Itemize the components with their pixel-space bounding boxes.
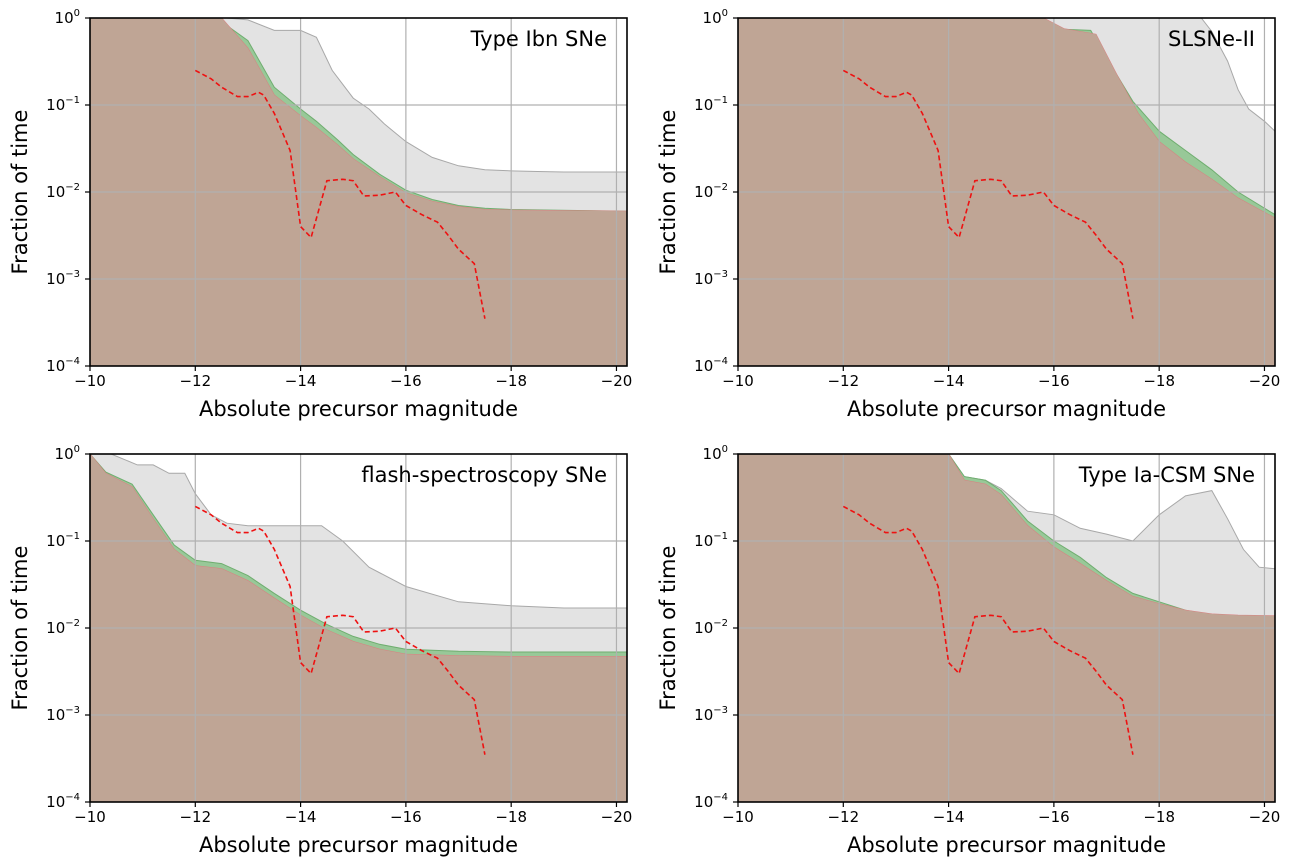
x-tick-label: −16 <box>390 808 422 826</box>
y-tick-label: 100 <box>703 444 728 463</box>
x-axis-label: Absolute precursor magnitude <box>199 833 518 857</box>
y-tick-label: 10−2 <box>694 182 728 201</box>
x-tick-label: −14 <box>933 372 965 390</box>
y-tick-label: 100 <box>55 444 80 463</box>
chart-panel-2: −10 −12 −14 −16 −18 −20 10−4 10−3 10−2 10−1 100 Abs… <box>656 8 1280 421</box>
chart-panel-4: −10 −12 −14 −16 −18 −20 10−4 10−3 10−2 10−1 100 Abs… <box>656 444 1280 857</box>
x-tick-label: −18 <box>495 808 527 826</box>
x-tick-label: −20 <box>601 808 633 826</box>
x-tick-label: −12 <box>827 372 859 390</box>
y-tick-label: 10−2 <box>46 618 80 637</box>
dashed-series-line <box>842 505 1134 755</box>
y-tick-label: 10−2 <box>46 182 80 201</box>
x-tick-label: −10 <box>74 372 106 390</box>
x-tick-label: −10 <box>722 808 754 826</box>
x-tick-label: −18 <box>495 372 527 390</box>
x-tick-label: −20 <box>1249 372 1281 390</box>
x-tick-label: −20 <box>1249 808 1281 826</box>
x-axis-label: Absolute precursor magnitude <box>847 397 1166 421</box>
y-tick-label: 10−1 <box>46 95 80 114</box>
x-tick-label: −14 <box>933 808 965 826</box>
x-tick-label: −16 <box>390 372 422 390</box>
x-tick-label: −12 <box>827 808 859 826</box>
y-tick-label: 10−3 <box>46 269 80 288</box>
x-tick-label: −16 <box>1038 372 1070 390</box>
y-tick-label: 10−3 <box>694 269 728 288</box>
y-tick-label: 10−3 <box>694 705 728 724</box>
x-tick-label: −10 <box>74 808 106 826</box>
x-axis-label: Absolute precursor magnitude <box>199 397 518 421</box>
dashed-series-line <box>194 69 486 319</box>
x-tick-label: −16 <box>1038 808 1070 826</box>
y-tick-label: 10−4 <box>46 792 80 811</box>
x-tick-label: −18 <box>1143 372 1175 390</box>
y-tick-label: 100 <box>55 8 80 27</box>
chart-panel-3: −10 −12 −14 −16 −18 −20 10−4 10−3 10−2 10−1 100 Abs… <box>8 444 632 857</box>
y-tick-label: 10−2 <box>694 618 728 637</box>
x-tick-label: −12 <box>179 372 211 390</box>
y-tick-label: 10−4 <box>694 356 728 375</box>
x-tick-label: −18 <box>1143 808 1175 826</box>
dashed-series-line <box>842 69 1134 319</box>
x-tick-label: −12 <box>179 808 211 826</box>
y-axis-label: Fraction of time <box>656 546 680 711</box>
panel-title: SLSNe-II <box>1168 27 1255 51</box>
panel-title: flash-spectroscopy SNe <box>361 463 607 487</box>
y-tick-label: 100 <box>703 8 728 27</box>
x-tick-label: −20 <box>601 372 633 390</box>
y-tick-label: 10−1 <box>694 531 728 550</box>
x-tick-label: −10 <box>722 372 754 390</box>
x-tick-label: −14 <box>285 372 317 390</box>
y-tick-label: 10−4 <box>694 792 728 811</box>
chart-panel-1: −10 −12 −14 −16 −18 −20 10−4 10−3 10−2 10−1 100 Abs… <box>8 8 632 421</box>
y-tick-label: 10−1 <box>694 95 728 114</box>
panel-title: Type Ibn SNe <box>470 27 607 51</box>
dashed-series-line <box>194 505 486 755</box>
x-axis-label: Absolute precursor magnitude <box>847 833 1166 857</box>
y-axis-label: Fraction of time <box>656 110 680 275</box>
y-axis-label: Fraction of time <box>8 110 32 275</box>
panel-title: Type Ia-CSM SNe <box>1078 463 1255 487</box>
y-tick-label: 10−4 <box>46 356 80 375</box>
y-tick-label: 10−3 <box>46 705 80 724</box>
y-tick-label: 10−1 <box>46 531 80 550</box>
y-axis-label: Fraction of time <box>8 546 32 711</box>
x-tick-label: −14 <box>285 808 317 826</box>
